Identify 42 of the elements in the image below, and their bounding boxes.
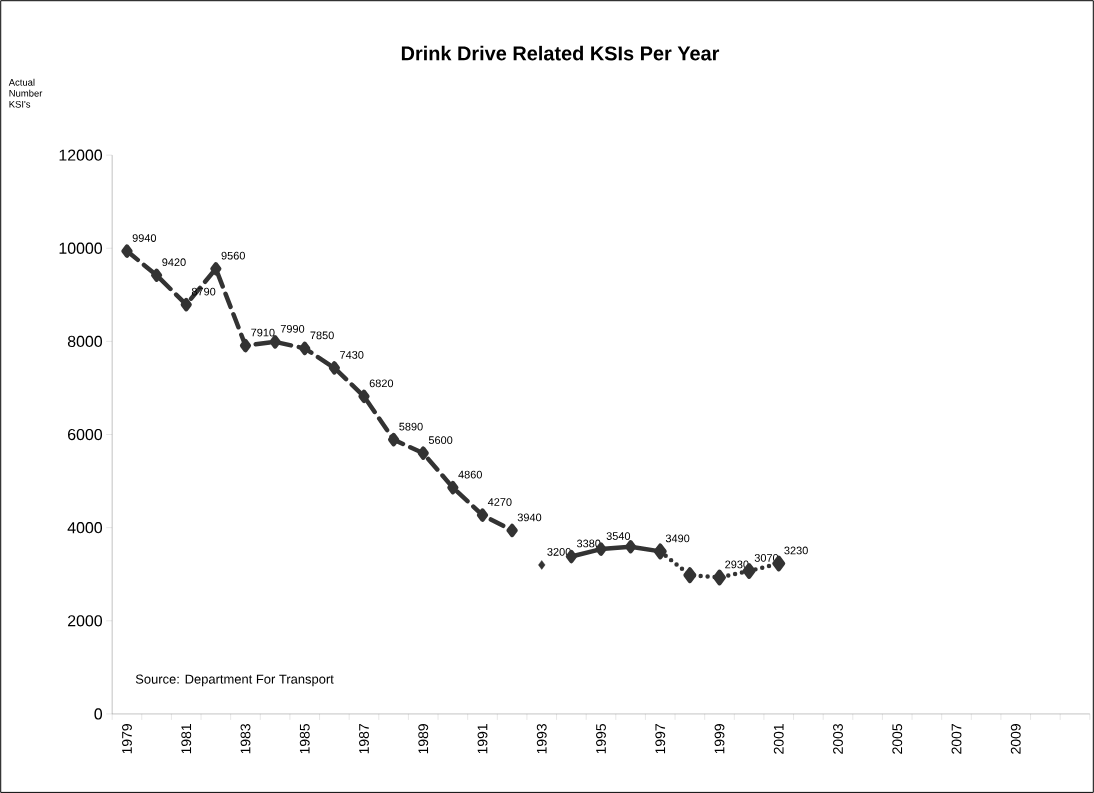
x-tick-label: 1987 bbox=[359, 724, 369, 754]
x-tick-label: 1999 bbox=[714, 724, 725, 754]
y-tick-label: 0 bbox=[94, 708, 103, 720]
data-label: 7910 bbox=[251, 328, 275, 337]
data-label: 4860 bbox=[458, 470, 482, 479]
x-tick-label: 1985 bbox=[299, 723, 310, 754]
x-tick-label: 1995 bbox=[596, 723, 606, 754]
x-tick-label: 2005 bbox=[892, 723, 903, 754]
chart-title: Drink Drive Related KSIs Per Year bbox=[401, 45, 720, 61]
x-tick-label: 1981 bbox=[181, 724, 192, 754]
x-tick-label: 2007 bbox=[951, 724, 962, 754]
x-tick-label: 2001 bbox=[773, 724, 784, 754]
data-label: 9420 bbox=[162, 258, 186, 267]
y-tick-label: 6000 bbox=[68, 428, 103, 441]
data-label: 3940 bbox=[517, 513, 542, 522]
x-tick-label: 1989 bbox=[418, 724, 429, 754]
y-tick-label: 4000 bbox=[67, 521, 103, 534]
data-label: 3490 bbox=[665, 534, 690, 543]
x-tick-label: 1983 bbox=[240, 723, 251, 754]
y-tick-label: 10000 bbox=[59, 242, 103, 254]
x-tick-label: 1993 bbox=[536, 723, 547, 754]
annotation: Source: Department For Transport bbox=[135, 674, 334, 687]
x-tick-label: 1991 bbox=[477, 724, 488, 754]
data-label: 7850 bbox=[310, 331, 334, 340]
data-label: 5890 bbox=[399, 422, 423, 431]
x-tick-label: 1979 bbox=[122, 724, 132, 754]
data-label: 3540 bbox=[606, 532, 631, 540]
y-tick-label: 12000 bbox=[59, 149, 103, 161]
x-tick-label: 2009 bbox=[1010, 724, 1021, 754]
y-tick-label: 2000 bbox=[68, 615, 103, 627]
text: Actual Number KSI's bbox=[8, 78, 43, 108]
data-label: 7430 bbox=[340, 350, 364, 359]
x-tick-label: 1997 bbox=[655, 724, 666, 754]
data-label: 9560 bbox=[221, 251, 245, 260]
data-label: 9940 bbox=[132, 234, 157, 242]
data-label: 6820 bbox=[369, 379, 394, 388]
data-label: 5600 bbox=[428, 436, 453, 444]
y-tick-label: 8000 bbox=[67, 335, 103, 347]
data-label: 7990 bbox=[280, 324, 305, 333]
data-label: 3230 bbox=[784, 546, 808, 555]
x-tick-label: 2003 bbox=[833, 723, 843, 754]
data-label: 4270 bbox=[487, 498, 512, 506]
